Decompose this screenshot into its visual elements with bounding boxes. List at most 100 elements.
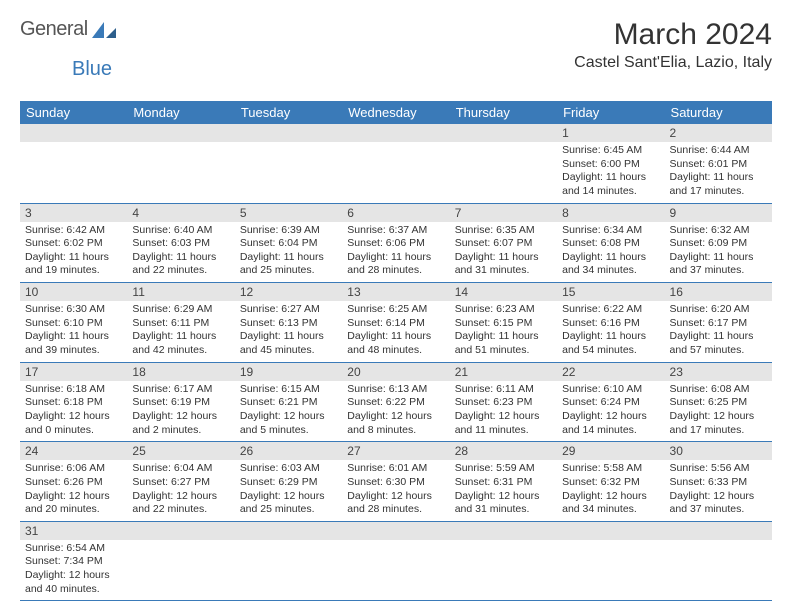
daylight-line1: Daylight: 11 hours — [562, 171, 659, 185]
calendar-day-cell: 28Sunrise: 5:59 AMSunset: 6:31 PMDayligh… — [450, 442, 557, 522]
day-number — [235, 124, 342, 142]
day-number — [127, 522, 234, 540]
day-details: Sunrise: 6:20 AMSunset: 6:17 PMDaylight:… — [665, 301, 772, 362]
sunset-text: Sunset: 6:21 PM — [240, 396, 337, 410]
sunset-text: Sunset: 6:26 PM — [25, 476, 122, 490]
sunrise-text: Sunrise: 6:22 AM — [562, 303, 659, 317]
weekday-header: Sunday — [20, 101, 127, 124]
sunset-text: Sunset: 6:11 PM — [132, 317, 229, 331]
sunset-text: Sunset: 6:18 PM — [25, 396, 122, 410]
sunrise-text: Sunrise: 6:01 AM — [347, 462, 444, 476]
daylight-line1: Daylight: 11 hours — [132, 251, 229, 265]
day-number: 25 — [127, 442, 234, 460]
logo: General — [20, 18, 118, 41]
daylight-line1: Daylight: 11 hours — [670, 330, 767, 344]
day-details: Sunrise: 5:58 AMSunset: 6:32 PMDaylight:… — [557, 460, 664, 521]
daylight-line1: Daylight: 11 hours — [455, 330, 552, 344]
sunrise-text: Sunrise: 6:40 AM — [132, 224, 229, 238]
daylight-line1: Daylight: 12 hours — [240, 490, 337, 504]
daylight-line2: and 45 minutes. — [240, 344, 337, 358]
calendar-day-cell: 6Sunrise: 6:37 AMSunset: 6:06 PMDaylight… — [342, 203, 449, 283]
daylight-line2: and 31 minutes. — [455, 264, 552, 278]
sunset-text: Sunset: 6:13 PM — [240, 317, 337, 331]
daylight-line1: Daylight: 11 hours — [562, 330, 659, 344]
day-number: 10 — [20, 283, 127, 301]
sunset-text: Sunset: 6:19 PM — [132, 396, 229, 410]
calendar-table: SundayMondayTuesdayWednesdayThursdayFrid… — [20, 101, 772, 601]
calendar-empty-cell — [235, 521, 342, 601]
day-number: 27 — [342, 442, 449, 460]
day-number — [450, 124, 557, 142]
sunset-text: Sunset: 6:14 PM — [347, 317, 444, 331]
daylight-line2: and 54 minutes. — [562, 344, 659, 358]
daylight-line1: Daylight: 12 hours — [347, 410, 444, 424]
day-details: Sunrise: 6:54 AMSunset: 7:34 PMDaylight:… — [20, 540, 127, 601]
calendar-empty-cell — [20, 124, 127, 203]
sunrise-text: Sunrise: 6:54 AM — [25, 542, 122, 556]
daylight-line1: Daylight: 11 hours — [347, 330, 444, 344]
calendar-day-cell: 22Sunrise: 6:10 AMSunset: 6:24 PMDayligh… — [557, 362, 664, 442]
logo-text-blue: Blue — [72, 58, 792, 81]
day-number: 29 — [557, 442, 664, 460]
calendar-day-cell: 14Sunrise: 6:23 AMSunset: 6:15 PMDayligh… — [450, 283, 557, 363]
day-number: 23 — [665, 363, 772, 381]
daylight-line2: and 14 minutes. — [562, 424, 659, 438]
daylight-line1: Daylight: 12 hours — [670, 410, 767, 424]
daylight-line2: and 42 minutes. — [132, 344, 229, 358]
sunrise-text: Sunrise: 6:23 AM — [455, 303, 552, 317]
daylight-line1: Daylight: 11 hours — [562, 251, 659, 265]
day-details: Sunrise: 6:15 AMSunset: 6:21 PMDaylight:… — [235, 381, 342, 442]
calendar-week-row: 17Sunrise: 6:18 AMSunset: 6:18 PMDayligh… — [20, 362, 772, 442]
sunset-text: Sunset: 6:06 PM — [347, 237, 444, 251]
day-number: 4 — [127, 204, 234, 222]
calendar-day-cell: 29Sunrise: 5:58 AMSunset: 6:32 PMDayligh… — [557, 442, 664, 522]
calendar-day-cell: 1 Sunrise: 6:45 AMSunset: 6:00 PMDaylight… — [557, 124, 664, 203]
calendar-day-cell: 5Sunrise: 6:39 AMSunset: 6:04 PMDaylight… — [235, 203, 342, 283]
daylight-line1: Daylight: 12 hours — [240, 410, 337, 424]
day-details: Sunrise: 6:23 AMSunset: 6:15 PMDaylight:… — [450, 301, 557, 362]
calendar-empty-cell — [235, 124, 342, 203]
sunrise-text: Sunrise: 6:39 AM — [240, 224, 337, 238]
calendar-day-cell: 21Sunrise: 6:11 AMSunset: 6:23 PMDayligh… — [450, 362, 557, 442]
day-details: Sunrise: 6:29 AMSunset: 6:11 PMDaylight:… — [127, 301, 234, 362]
calendar-day-cell: 24Sunrise: 6:06 AMSunset: 6:26 PMDayligh… — [20, 442, 127, 522]
daylight-line2: and 31 minutes. — [455, 503, 552, 517]
sunset-text: Sunset: 6:04 PM — [240, 237, 337, 251]
sunrise-text: Sunrise: 6:25 AM — [347, 303, 444, 317]
day-number: 13 — [342, 283, 449, 301]
daylight-line2: and 22 minutes. — [132, 264, 229, 278]
day-number: 3 — [20, 204, 127, 222]
calendar-day-cell: 25Sunrise: 6:04 AMSunset: 6:27 PMDayligh… — [127, 442, 234, 522]
calendar-day-cell: 10Sunrise: 6:30 AMSunset: 6:10 PMDayligh… — [20, 283, 127, 363]
daylight-line2: and 17 minutes. — [670, 424, 767, 438]
calendar-day-cell: 23Sunrise: 6:08 AMSunset: 6:25 PMDayligh… — [665, 362, 772, 442]
day-details: Sunrise: 6:10 AMSunset: 6:24 PMDaylight:… — [557, 381, 664, 442]
daylight-line1: Daylight: 12 hours — [25, 569, 122, 583]
day-number: 9 — [665, 204, 772, 222]
sunrise-text: Sunrise: 6:17 AM — [132, 383, 229, 397]
calendar-week-row: 1 Sunrise: 6:45 AMSunset: 6:00 PMDaylight… — [20, 124, 772, 203]
daylight-line2: and 37 minutes. — [670, 264, 767, 278]
day-number: 1 — [557, 124, 664, 142]
daylight-line2: and 25 minutes. — [240, 503, 337, 517]
day-details: Sunrise: 6:34 AMSunset: 6:08 PMDaylight:… — [557, 222, 664, 283]
sunset-text: Sunset: 6:02 PM — [25, 237, 122, 251]
sunrise-text: Sunrise: 6:45 AM — [562, 144, 659, 158]
sunset-text: Sunset: 6:22 PM — [347, 396, 444, 410]
day-number: 20 — [342, 363, 449, 381]
daylight-line1: Daylight: 11 hours — [455, 251, 552, 265]
sunrise-text: Sunrise: 5:56 AM — [670, 462, 767, 476]
daylight-line2: and 39 minutes. — [25, 344, 122, 358]
daylight-line2: and 40 minutes. — [25, 583, 122, 597]
calendar-day-cell: 30Sunrise: 5:56 AMSunset: 6:33 PMDayligh… — [665, 442, 772, 522]
calendar-empty-cell — [450, 521, 557, 601]
day-number: 18 — [127, 363, 234, 381]
sunset-text: Sunset: 6:00 PM — [562, 158, 659, 172]
weekday-header: Wednesday — [342, 101, 449, 124]
day-number: 19 — [235, 363, 342, 381]
daylight-line1: Daylight: 11 hours — [670, 251, 767, 265]
sunset-text: Sunset: 6:23 PM — [455, 396, 552, 410]
sunset-text: Sunset: 6:10 PM — [25, 317, 122, 331]
day-number: 14 — [450, 283, 557, 301]
daylight-line2: and 11 minutes. — [455, 424, 552, 438]
